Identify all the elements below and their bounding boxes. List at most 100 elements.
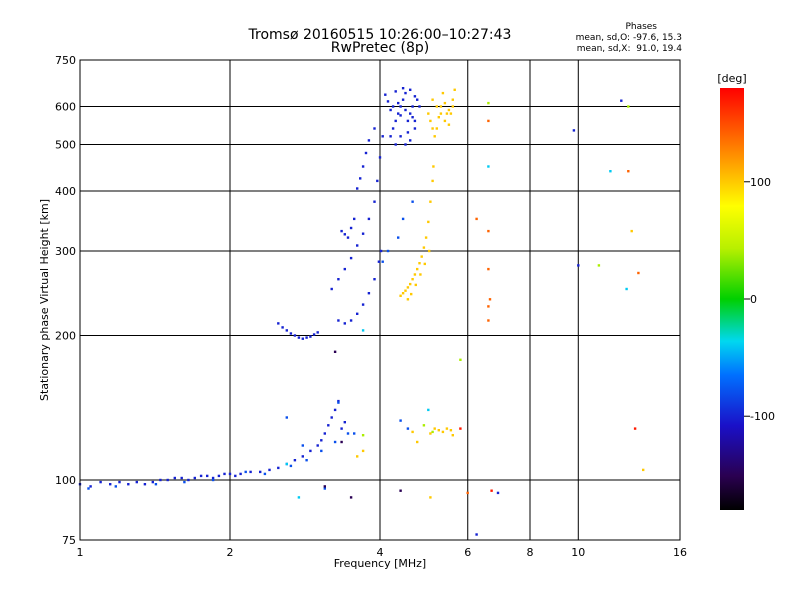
data-point (114, 485, 117, 488)
data-point (475, 217, 478, 221)
data-point (305, 336, 308, 339)
data-point (633, 427, 637, 430)
data-point (447, 108, 451, 112)
data-point (406, 298, 410, 301)
data-point (397, 112, 400, 115)
data-point (206, 474, 209, 478)
data-point (437, 429, 440, 432)
phase-stats-x-line: mean, sd,X: 91.0, 19.4 (576, 44, 682, 54)
data-point (422, 424, 426, 427)
data-point (577, 264, 580, 267)
y-tick-label: 300 (55, 245, 76, 258)
data-point (364, 151, 368, 155)
data-point (620, 99, 623, 102)
data-point (301, 444, 304, 447)
data-point (389, 135, 392, 138)
data-point (337, 401, 340, 404)
data-point (401, 217, 405, 221)
data-point (406, 131, 410, 134)
data-point (433, 427, 436, 430)
data-point (180, 476, 183, 480)
y-tick-labels: 75 100 200 300 400 500 600 750 (55, 54, 76, 547)
x-axis-label: Frequency [MHz] (334, 557, 426, 570)
data-point (449, 112, 453, 115)
chart-subtitle: RwPretec (8p) (330, 40, 430, 56)
data-point (386, 100, 390, 103)
data-point (429, 496, 432, 499)
data-point (305, 459, 308, 462)
data-point (337, 399, 340, 403)
data-point (411, 200, 414, 203)
data-point (340, 229, 343, 233)
data-point (399, 105, 402, 108)
y-tick-label: 200 (55, 330, 76, 343)
data-point (297, 336, 301, 339)
data-point (437, 116, 440, 119)
data-point (89, 485, 92, 488)
data-point (432, 165, 435, 168)
data-point (297, 496, 301, 499)
data-point (320, 449, 323, 453)
data-point (323, 487, 326, 490)
grid-lines (80, 60, 680, 540)
colorbar-tick-label: 100 (750, 176, 771, 189)
data-point (384, 93, 387, 96)
data-point (397, 236, 400, 239)
data-point (423, 262, 426, 266)
data-point (401, 98, 405, 101)
data-point (409, 139, 412, 142)
data-point (143, 483, 147, 486)
data-point (459, 358, 462, 361)
data-point (424, 236, 428, 239)
data-point (429, 119, 432, 123)
data-point (411, 278, 414, 281)
data-point (399, 294, 402, 297)
phase-stats-heading: Phases (625, 22, 657, 32)
data-point (228, 472, 232, 476)
data-point (301, 337, 304, 340)
data-point (427, 408, 430, 412)
data-point (323, 485, 326, 488)
data-point (159, 478, 162, 482)
data-point (316, 444, 319, 447)
data-point (343, 233, 346, 236)
data-point (349, 256, 353, 260)
data-point (609, 170, 612, 173)
data-point (211, 476, 215, 480)
data-point (451, 105, 454, 108)
data-point (199, 474, 203, 478)
data-point (597, 264, 601, 267)
phase-stats-o-line: mean, sd,O: -97.6, 15.3 (575, 33, 682, 43)
data-point (411, 116, 414, 119)
data-point (277, 466, 280, 470)
colorbar-label: [deg] (717, 72, 746, 85)
data-point (381, 260, 384, 263)
data-point (439, 112, 443, 115)
data-point (441, 430, 445, 434)
data-point (410, 292, 413, 296)
data-point (496, 491, 500, 495)
data-point (399, 135, 402, 138)
data-point (453, 88, 456, 91)
data-point (406, 286, 410, 289)
data-point (127, 483, 130, 486)
data-point (422, 246, 426, 249)
data-point (309, 335, 312, 338)
data-point (373, 278, 376, 281)
data-point (87, 487, 90, 490)
data-point (373, 127, 376, 130)
data-point (404, 91, 407, 95)
data-point (356, 187, 359, 190)
data-point (337, 319, 340, 322)
data-point (411, 105, 414, 108)
data-point (333, 350, 337, 353)
data-point (394, 90, 397, 93)
data-point (244, 470, 247, 474)
data-point (449, 429, 453, 432)
data-point (416, 98, 419, 101)
data-point (323, 432, 326, 435)
y-tick-label: 500 (55, 139, 76, 152)
data-point (627, 105, 630, 108)
y-tick-label: 400 (55, 185, 76, 198)
